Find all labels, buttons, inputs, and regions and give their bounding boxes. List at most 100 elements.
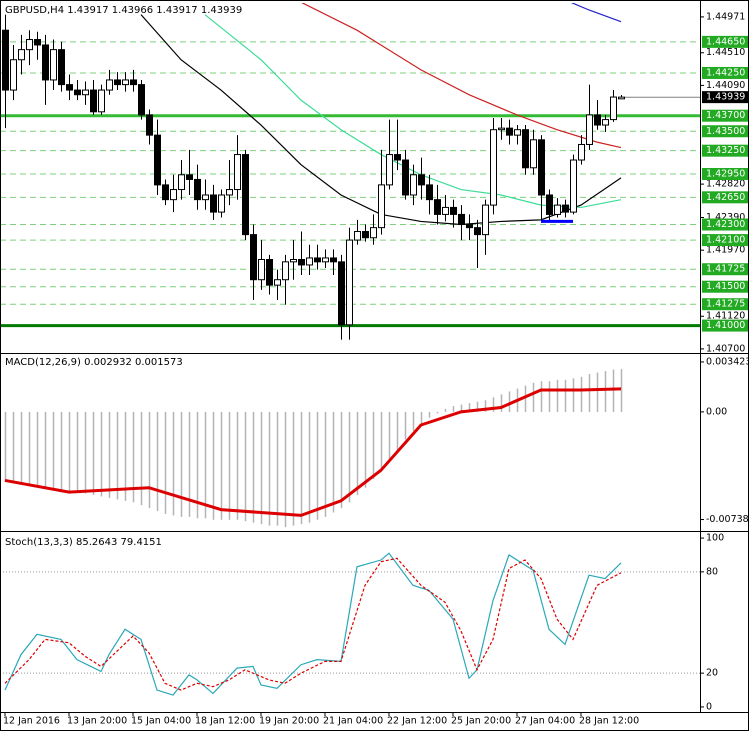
- candle-body: [106, 79, 113, 91]
- candle-body: [490, 129, 497, 206]
- candle-body: [538, 139, 545, 196]
- candle-body: [322, 257, 329, 263]
- candle-body: [10, 59, 17, 91]
- y-tick-label: -0.007382: [706, 514, 749, 525]
- level-label: 1.41725: [706, 264, 745, 275]
- price-pane: [1, 3, 700, 340]
- candle-body: [474, 227, 481, 236]
- candle-body: [274, 279, 281, 286]
- y-tick-label: 1.40700: [706, 343, 745, 354]
- y-tick-label: 0: [706, 701, 712, 712]
- candle-body: [610, 96, 617, 121]
- level-label: 1.41275: [706, 299, 745, 310]
- level-label-box: [702, 144, 748, 157]
- candle-body: [506, 127, 513, 136]
- x-tick-label: 19 Jan 20:00: [259, 716, 319, 727]
- candle-body: [34, 39, 41, 46]
- y-tick-label: 1.42390: [706, 212, 745, 223]
- candle-body: [122, 79, 129, 86]
- y-tick-label: 1.42820: [706, 179, 745, 190]
- candle-body: [330, 257, 337, 263]
- y-tick-label: 0.00: [706, 406, 727, 417]
- y-tick-label: 100: [706, 533, 724, 544]
- x-tick-label: 13 Jan 20:00: [67, 716, 127, 727]
- level-label-box: [702, 298, 748, 311]
- level-label-box: [702, 234, 748, 247]
- candle-body: [442, 206, 449, 215]
- candle-body: [146, 114, 153, 136]
- candle-body: [162, 184, 169, 201]
- candle-body: [594, 114, 601, 126]
- level-label-box: [702, 263, 748, 276]
- indicator-line: [4, 557, 622, 691]
- candle-body: [138, 84, 145, 116]
- candle-body: [562, 204, 569, 213]
- candle-body: [602, 119, 609, 126]
- candle-body: [42, 44, 49, 81]
- y-tick-label: 1.41970: [706, 245, 745, 256]
- candle-body: [266, 259, 273, 286]
- x-tick-label: 21 Jan 04:00: [323, 716, 383, 727]
- level-label: 1.44650: [706, 36, 745, 47]
- axes: 1.44971 1.44510 1.44090 1.42820 1.42390 1.419…: [3, 11, 749, 726]
- x-tick-label: 12 Jan 2016: [3, 716, 60, 727]
- candle-body: [26, 39, 33, 51]
- level-label: 1.42650: [706, 192, 745, 203]
- candle-body: [290, 259, 297, 263]
- candle-body: [202, 194, 209, 201]
- level-label-box: [702, 66, 748, 79]
- level-label-box: [702, 280, 748, 293]
- candle-body: [546, 194, 553, 215]
- candle-body: [378, 184, 385, 229]
- indicator-line: [4, 552, 622, 696]
- candle-body: [458, 213, 465, 226]
- candle-body: [354, 231, 361, 241]
- level-label-box: [702, 35, 748, 48]
- candle-body: [234, 154, 241, 191]
- y-tick-label: 20: [706, 668, 718, 679]
- candle-body: [586, 114, 593, 145]
- candle-body: [410, 174, 417, 196]
- candle-body: [338, 261, 345, 326]
- candle-body: [98, 89, 105, 113]
- level-label: 1.43700: [706, 110, 745, 121]
- x-tick-label: 28 Jan 12:00: [579, 716, 639, 727]
- x-tick-label: 22 Jan 12:00: [387, 716, 447, 727]
- candle-body: [402, 159, 409, 196]
- level-label: 1.41000: [706, 320, 745, 331]
- indicator-line: [4, 387, 622, 517]
- candle-body: [114, 79, 121, 86]
- x-tick-label: 15 Jan 04:00: [131, 716, 191, 727]
- last-price-box: [702, 91, 748, 104]
- candle-body: [314, 257, 321, 263]
- y-tick-label: 1.41120: [706, 311, 745, 322]
- candle-body: [394, 154, 401, 161]
- level-label: 1.42100: [706, 235, 745, 246]
- level-label: 1.42950: [706, 169, 745, 180]
- candle-body: [258, 259, 265, 281]
- candle-body: [66, 84, 73, 91]
- candle-body: [250, 234, 257, 281]
- candle-body: [178, 174, 185, 191]
- candle-body: [370, 227, 377, 239]
- candle-body: [498, 127, 505, 131]
- candle-body: [298, 259, 305, 266]
- stoch-pane: [1, 552, 700, 696]
- y-tick-label: 1.44971: [706, 11, 745, 22]
- candle-body: [306, 257, 313, 266]
- candle-body: [530, 139, 537, 169]
- y-tick-label: 1.44090: [706, 80, 745, 91]
- macd-pane: [4, 369, 623, 528]
- candle-body: [450, 206, 457, 215]
- level-label: 1.44250: [706, 67, 745, 78]
- candle-body: [90, 89, 97, 113]
- macd-title: MACD(12,26,9) 0.002932 0.001573: [5, 357, 183, 368]
- level-label: 1.43250: [706, 145, 745, 156]
- candle-body: [130, 79, 137, 86]
- candle-body: [482, 204, 489, 236]
- candle-body: [570, 159, 577, 213]
- chart-title: GBPUSD,H4 1.43917 1.43966 1.43917 1.4393…: [5, 5, 242, 16]
- candle-body: [418, 174, 425, 186]
